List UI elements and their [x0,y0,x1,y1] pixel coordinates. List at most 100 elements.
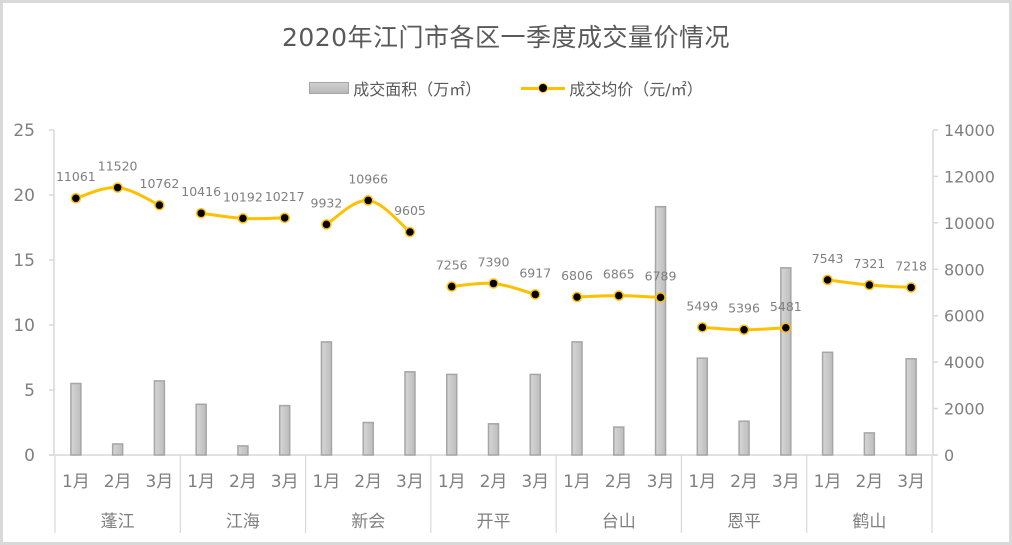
price-marker [70,192,82,204]
right-axis-label: 6000 [944,307,985,326]
price-data-label: 6865 [603,267,635,282]
price-marker [112,182,123,193]
legend-item-area: 成交面积（万㎡） [309,76,481,100]
area-bar [571,341,583,456]
month-label: 3月 [521,472,549,492]
group-label: 开平 [477,512,511,532]
price-marker [362,195,374,206]
left-axis-label: 25 [13,121,35,141]
group-label: 恩平 [727,512,761,532]
left-axis-label: 15 [13,251,35,271]
price-data-label: 7543 [812,251,844,266]
area-bar [863,432,876,456]
right-axis-label: 14000 [944,121,995,140]
area-bar [529,373,542,456]
right-axis-label: 0 [944,446,954,465]
price-marker [195,207,207,219]
month-label: 1月 [814,472,842,492]
price-data-label: 10192 [223,189,263,204]
area-bar [738,420,750,456]
right-axis-label: 10000 [944,214,995,233]
area-bar [654,205,667,456]
price-data-label: 11061 [56,169,96,184]
month-label: 2月 [229,472,257,492]
area-bar [237,445,249,456]
left-axis-label: 5 [24,381,35,401]
month-label: 3月 [145,472,173,492]
price-marker [571,291,583,303]
group-label: 蓬江 [101,512,135,532]
right-axis-label: 4000 [944,353,985,372]
price-data-label: 6917 [519,265,551,280]
area-bar [195,403,207,456]
month-label: 1月 [62,472,90,492]
bar-swatch-icon [309,82,350,94]
area-bar [111,443,124,456]
price-marker [905,282,917,293]
area-bar [445,373,458,456]
area-bar [362,421,374,456]
price-marker [321,219,332,230]
left-axis-label: 10 [13,316,35,336]
price-data-label: 10416 [181,184,221,199]
price-marker [822,274,833,286]
month-label: 3月 [647,472,675,492]
area-bar [780,267,792,456]
month-label: 1月 [187,472,215,492]
price-data-label: 10966 [348,171,388,186]
month-label: 2月 [855,472,883,492]
price-marker [738,324,750,335]
area-bar [70,382,82,456]
legend-label-price: 成交均价（元/㎡） [569,80,703,99]
area-bar [320,341,333,456]
month-label: 3月 [396,472,424,492]
legend-label-area: 成交面积（万㎡） [353,80,482,99]
month-label: 1月 [688,472,716,492]
month-label: 2月 [480,472,508,492]
area-bar [153,380,166,456]
price-data-label: 7321 [853,256,885,271]
month-label: 2月 [605,472,633,492]
price-data-label: 9605 [394,203,426,218]
month-label: 1月 [563,472,591,492]
price-data-label: 7256 [436,258,468,273]
line-marker-swatch-icon [521,81,566,95]
price-data-label: 10762 [140,176,180,191]
price-marker [697,322,708,333]
price-data-label: 5499 [686,298,718,313]
group-label: 新会 [351,512,385,532]
right-axis-label: 8000 [944,260,985,279]
month-label: 1月 [438,472,466,492]
left-axis-label: 20 [13,186,35,206]
right-axis-label: 2000 [944,400,985,419]
month-label: 2月 [104,472,132,492]
area-bar [404,371,416,456]
month-label: 3月 [271,472,299,492]
price-data-label: 5481 [770,299,802,314]
chart-title: 2020年江门市各区一季度成交量价情况 [281,23,731,52]
area-bar [487,423,500,456]
group-label: 江海 [226,512,260,532]
area-bar [821,351,834,456]
left-axis-label: 0 [24,446,35,466]
price-data-label: 11520 [98,159,138,174]
price-marker [655,292,666,303]
price-data-label: 6806 [561,268,593,283]
group-label: 鹤山 [852,512,886,532]
price-data-label: 9932 [311,195,343,210]
month-label: 2月 [730,472,758,492]
price-data-label: 10217 [265,189,305,204]
legend-item-price: 成交均价（元/㎡） [521,76,703,100]
price-marker [613,290,625,301]
price-marker [404,226,416,238]
legend: 成交面积（万㎡） 成交均价（元/㎡） [0,76,1012,100]
group-label: 台山 [602,512,636,532]
price-data-label: 5396 [728,301,760,316]
month-label: 2月 [354,472,382,492]
right-axis-label: 12000 [944,167,995,186]
area-bar [613,426,625,456]
area-bar [905,358,917,456]
price-marker [237,213,249,224]
